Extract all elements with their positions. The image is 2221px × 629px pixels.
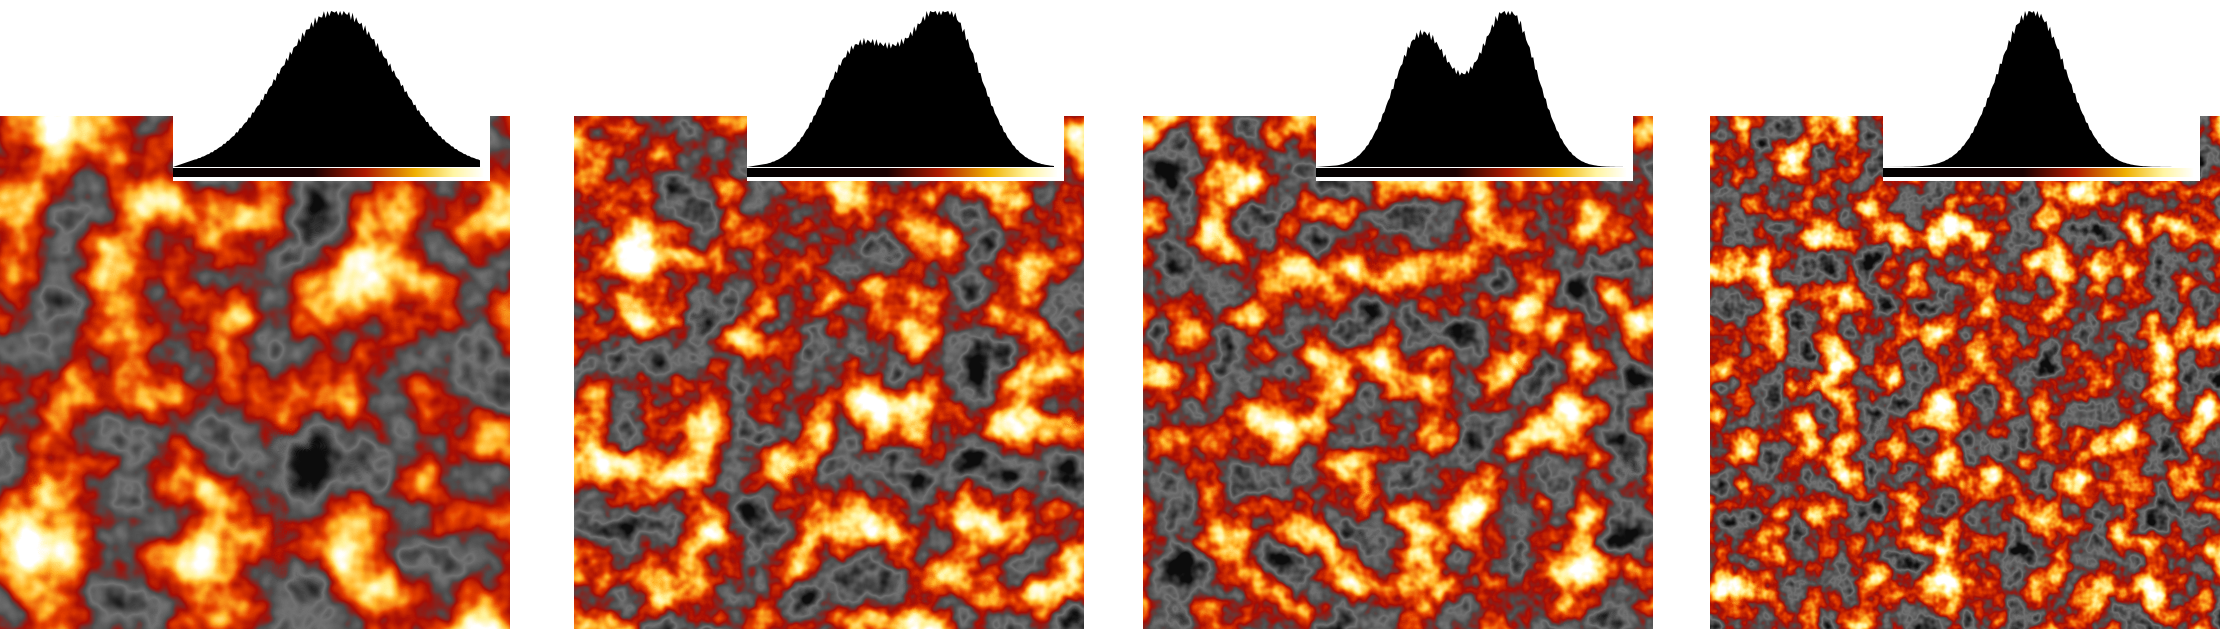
histogram: [173, 11, 480, 167]
panel: [1710, 0, 2220, 629]
heatmap: [1710, 116, 2220, 629]
colorbar: [1316, 168, 1627, 177]
histogram: [1316, 11, 1623, 167]
panel: [0, 0, 510, 629]
panel: [1143, 0, 1653, 629]
panel: [574, 0, 1084, 629]
heatmap: [574, 116, 1084, 629]
colorbar: [1883, 168, 2194, 177]
histogram: [1883, 11, 2190, 167]
heatmap: [0, 116, 510, 629]
heatmap: [1143, 116, 1653, 629]
histogram: [747, 11, 1054, 167]
colorbar: [747, 168, 1058, 177]
colorbar: [173, 168, 484, 177]
